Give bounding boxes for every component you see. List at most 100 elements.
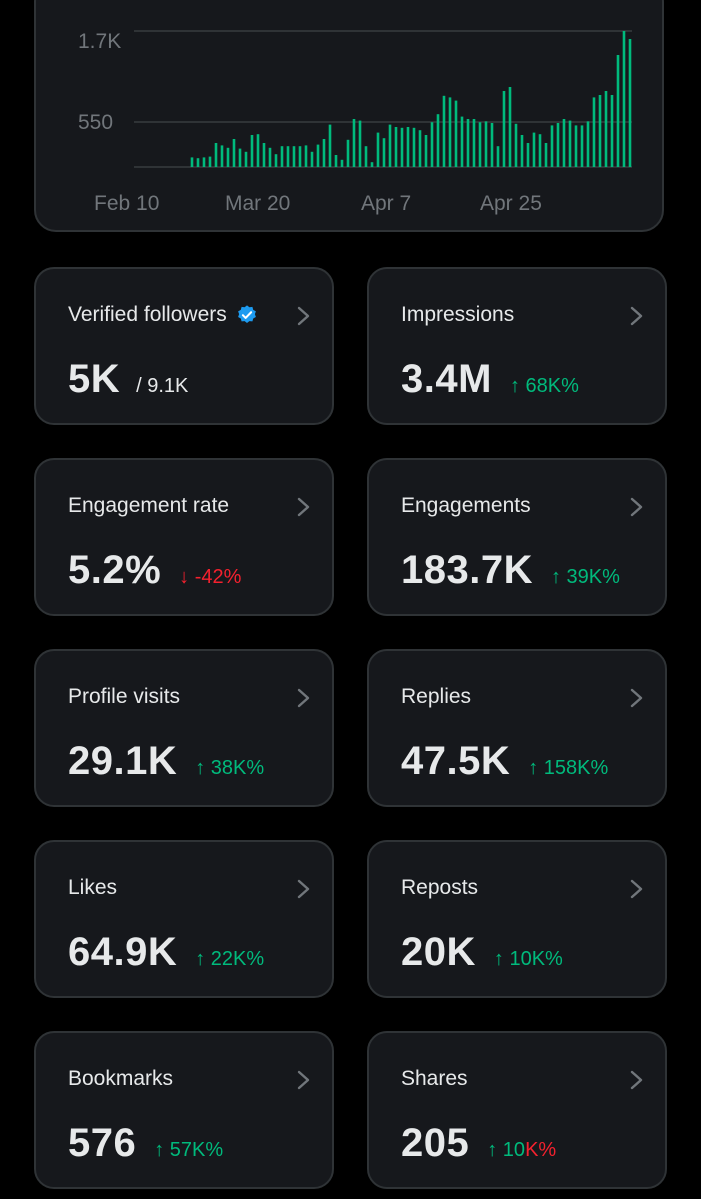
chevron-right-icon (630, 497, 643, 517)
chart-bar (538, 134, 542, 167)
chart-bar (376, 132, 380, 167)
chart-bar (322, 139, 326, 167)
chart-bar (388, 124, 392, 167)
card-engagement-rate[interactable]: Engagement rate 5.2% ↓ -42% (34, 458, 334, 616)
chart-bar (502, 91, 506, 167)
chart-bar (466, 119, 470, 167)
chart-bar (292, 146, 296, 167)
card-shares[interactable]: Shares 205 ↑ 10K% (367, 1031, 667, 1189)
chart-bar (460, 116, 464, 167)
chart-bar (196, 158, 200, 167)
card-reposts[interactable]: Reposts 20K ↑ 10K% (367, 840, 667, 998)
card-title: Engagement rate (68, 494, 229, 518)
card-value: 3.4M (401, 357, 492, 401)
card-profile-visits[interactable]: Profile visits 29.1K ↑ 38K% (34, 649, 334, 807)
chart-bar (358, 120, 362, 167)
card-engagements[interactable]: Engagements 183.7K ↑ 39K% (367, 458, 667, 616)
chart-bar (382, 138, 386, 167)
chart-bar (586, 121, 590, 167)
card-value: 183.7K (401, 548, 533, 592)
card-title: Bookmarks (68, 1067, 173, 1091)
card-value-row: 5K / 9.1K (68, 357, 188, 402)
card-impressions[interactable]: Impressions 3.4M ↑ 68K% (367, 267, 667, 425)
card-value-row: 3.4M ↑ 68K% (401, 357, 579, 402)
card-bookmarks[interactable]: Bookmarks 576 ↑ 57K% (34, 1031, 334, 1189)
chart-bar (262, 143, 266, 167)
card-title-label: Engagement rate (68, 494, 230, 517)
chevron-right-icon (630, 1070, 643, 1090)
card-value-row: 20K ↑ 10K% (401, 930, 563, 975)
chart-bar (352, 119, 356, 167)
card-change: ↑ 10K% (487, 1139, 556, 1162)
chevron-right-icon (297, 879, 310, 899)
chart-bar (364, 146, 368, 167)
card-title-label: Bookmarks (68, 1067, 174, 1090)
chart-bar (316, 144, 320, 167)
chart-bar (214, 143, 218, 167)
chevron-right-icon (297, 688, 310, 708)
card-title: Verified followers (68, 303, 258, 327)
card-change: ↑ 10K% (493, 948, 563, 970)
chart-bar (280, 146, 284, 167)
chart-bar (190, 157, 194, 167)
card-title-label: Engagements (401, 494, 531, 517)
chart-bar (304, 145, 308, 167)
chart-bar (556, 123, 560, 167)
chart-bar (400, 127, 404, 167)
card-value: 29.1K (68, 739, 178, 783)
card-value-row: 5.2% ↓ -42% (68, 548, 241, 593)
card-value: 5K (68, 357, 121, 401)
chart-bar (580, 125, 584, 167)
chart-bar (454, 100, 458, 167)
card-change-up-part: ↑ 10 (487, 1139, 526, 1161)
chart-bar (346, 139, 350, 167)
chart-bar (568, 120, 572, 167)
chevron-right-icon (297, 1070, 310, 1090)
card-value-row: 205 ↑ 10K% (401, 1121, 556, 1166)
card-value: 47.5K (401, 739, 511, 783)
chart-bar (298, 146, 302, 167)
card-title-label: Likes (68, 876, 118, 899)
chart-bar (496, 146, 500, 167)
chart-bar (436, 114, 440, 167)
impressions-chart-card: 1.7K 550 Feb 10 Mar 20 Apr 7 Apr 25 (34, 0, 664, 232)
card-title-label: Shares (401, 1067, 468, 1090)
chart-bar (622, 31, 626, 167)
card-replies[interactable]: Replies 47.5K ↑ 158K% (367, 649, 667, 807)
x-tick-label: Apr 7 (361, 192, 411, 215)
chart-bar (532, 132, 536, 167)
card-title-label: Impressions (401, 303, 515, 326)
chart-bar (604, 91, 608, 167)
chart-bar (490, 123, 494, 167)
chevron-right-icon (297, 497, 310, 517)
chart-bar (370, 162, 374, 167)
card-sub-value: / 9.1K (136, 375, 189, 397)
chevron-right-icon (297, 306, 310, 326)
card-change: ↑ 68K% (509, 375, 579, 397)
chart-bar (268, 147, 272, 167)
chart-bar (244, 151, 248, 167)
chart-bar (478, 122, 482, 167)
impressions-bar-chart: 1.7K 550 Feb 10 Mar 20 Apr 7 Apr 25 (78, 30, 632, 215)
chart-bar (226, 147, 230, 167)
card-title-label: Replies (401, 685, 472, 708)
card-value: 64.9K (68, 930, 178, 974)
chart-bar (610, 95, 614, 167)
bar-series (190, 31, 632, 167)
card-value: 205 (401, 1121, 470, 1165)
y-tick-label: 550 (78, 111, 113, 134)
chart-bar (250, 135, 254, 167)
chevron-right-icon (630, 879, 643, 899)
x-tick-label: Feb 10 (94, 192, 159, 215)
card-change: ↑ 57K% (154, 1139, 224, 1161)
chart-bar (592, 97, 596, 167)
card-value-row: 183.7K ↑ 39K% (401, 548, 620, 593)
card-likes[interactable]: Likes 64.9K ↑ 22K% (34, 840, 334, 998)
card-value: 576 (68, 1121, 137, 1165)
chart-bar (448, 97, 452, 167)
card-verified-followers[interactable]: Verified followers 5K / 9.1K (34, 267, 334, 425)
x-tick-label: Mar 20 (225, 192, 290, 215)
chart-bar (310, 151, 314, 167)
card-change: ↑ 38K% (195, 757, 265, 779)
chevron-right-icon (630, 688, 643, 708)
